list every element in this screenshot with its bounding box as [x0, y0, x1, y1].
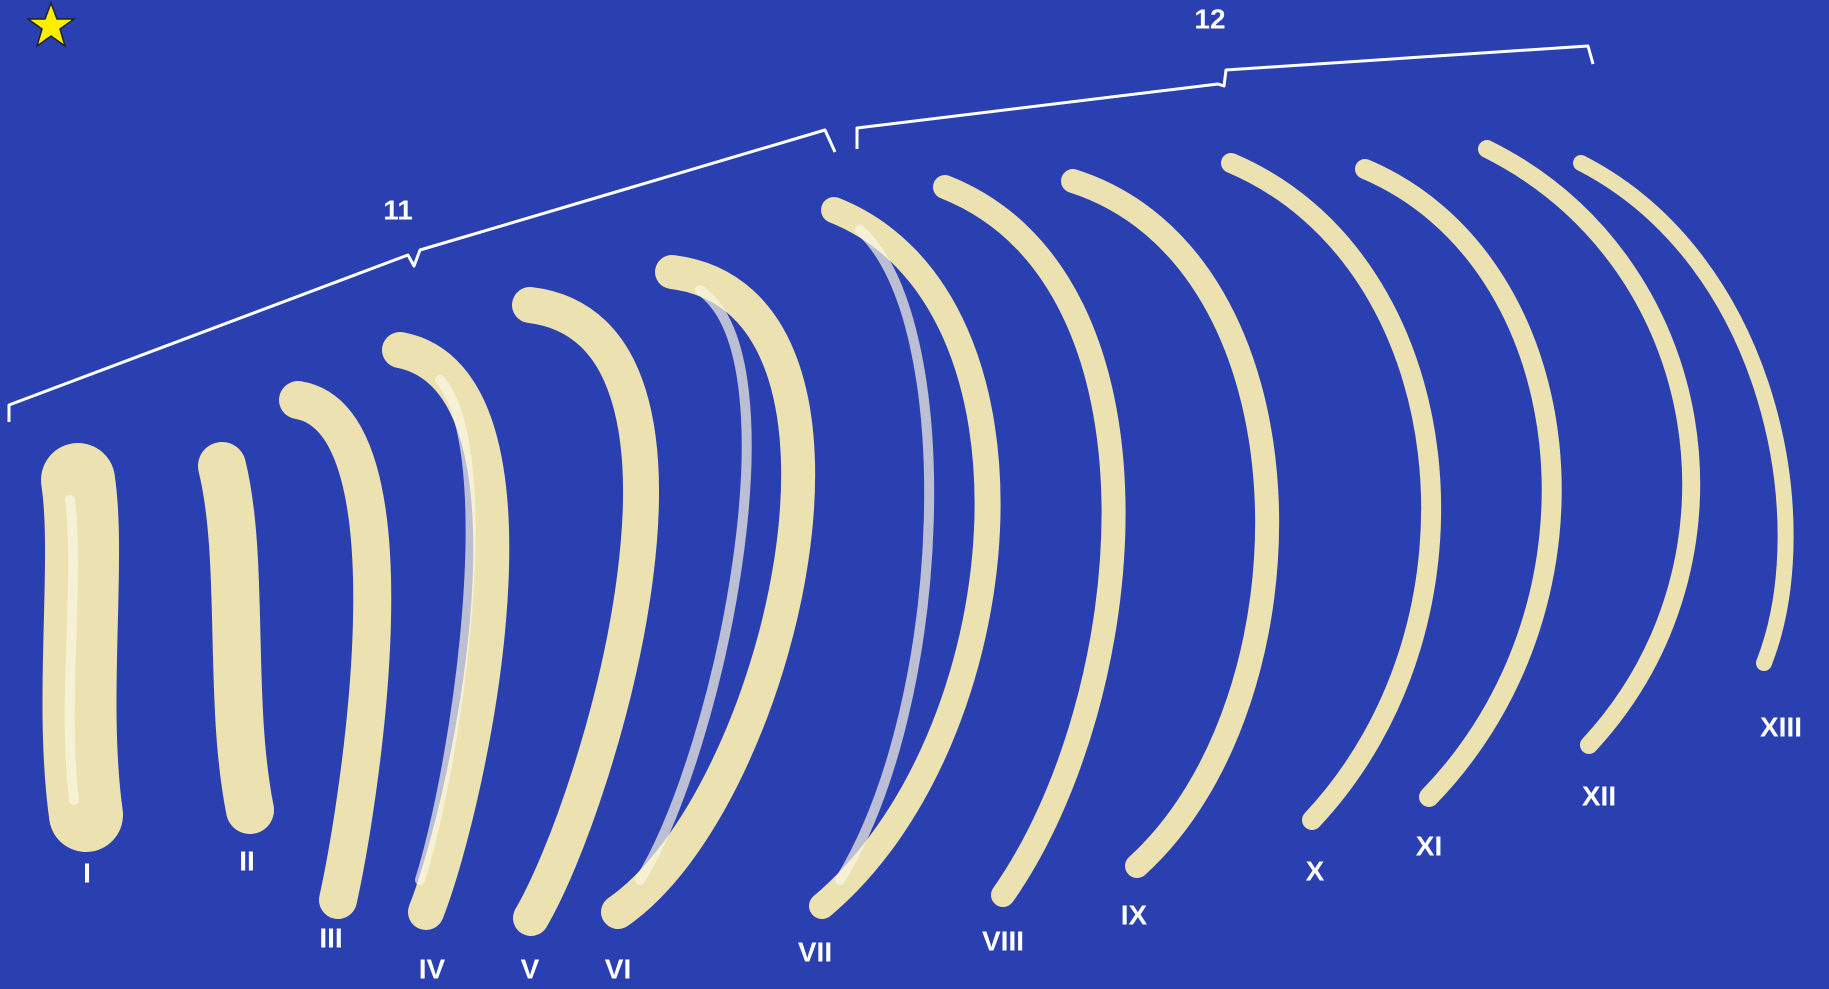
rib-label: IV: [419, 953, 446, 984]
labels: 11 12 I II III IV V VI VII VIII IX X XI …: [83, 3, 1802, 984]
ribs: [41, 140, 1794, 936]
bracket-label: 11: [383, 194, 413, 225]
rib: [1355, 159, 1562, 807]
rib-label: XIII: [1760, 711, 1802, 742]
rib: [279, 381, 392, 919]
rib: [41, 443, 123, 852]
rib: [198, 442, 274, 834]
bracket-label: 12: [1194, 3, 1225, 34]
rib-label: V: [521, 953, 540, 984]
rib-label: VI: [605, 953, 631, 984]
rib-label: X: [1306, 855, 1325, 886]
rib: [1478, 140, 1701, 754]
rib-label: III: [319, 922, 342, 953]
rib-label: VIII: [982, 925, 1024, 956]
rib: [1221, 153, 1442, 830]
brackets: [7, 44, 1595, 422]
rib: [933, 175, 1126, 907]
rib: [382, 332, 510, 930]
bracket-11: [7, 128, 837, 422]
rib: [512, 287, 659, 936]
rib: [601, 255, 816, 929]
rib-label: XI: [1416, 830, 1442, 861]
bracket-12: [855, 44, 1595, 149]
rib-label: XII: [1582, 780, 1616, 811]
rib-highlight: [64, 225, 935, 885]
rib: [809, 197, 1001, 919]
rib: [1061, 169, 1280, 878]
rib-label: VII: [798, 936, 832, 967]
rib-label: II: [239, 845, 255, 876]
rib: [1573, 155, 1794, 671]
rib-label: IX: [1121, 899, 1148, 930]
star-icon: [25, 0, 77, 48]
rib-label: I: [83, 857, 91, 888]
